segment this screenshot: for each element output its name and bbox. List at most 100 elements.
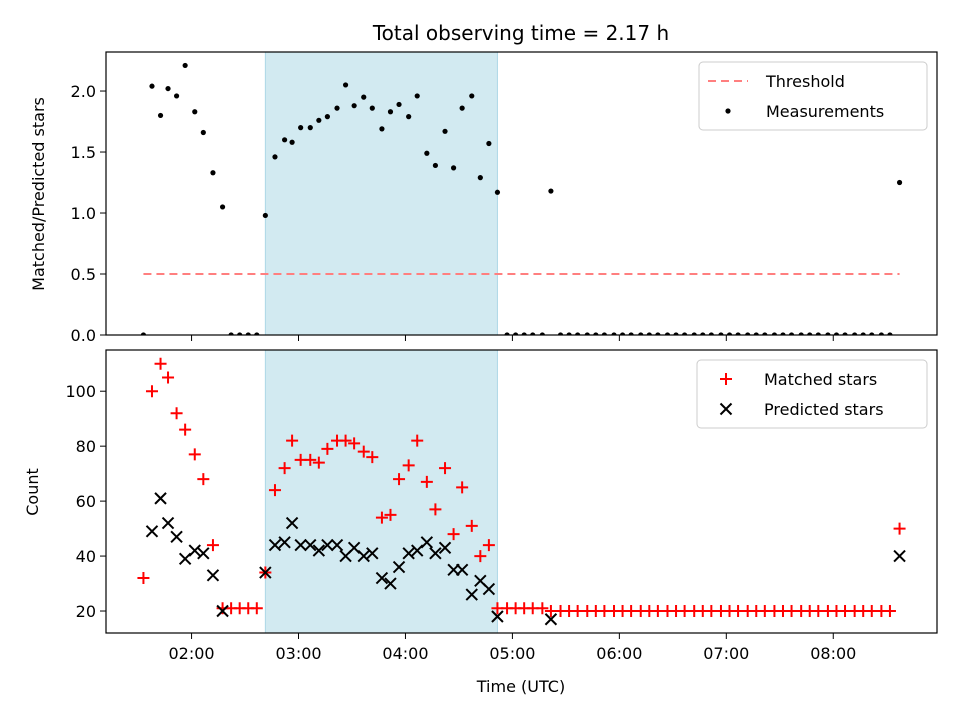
bottom-y-tick-label: 60 [76, 492, 96, 511]
measurement-point [718, 332, 724, 335]
matched-star-point [402, 459, 415, 472]
bottom-axes-frame [105, 349, 938, 634]
predicted-star-point [544, 613, 558, 626]
measurement-point [414, 93, 420, 99]
legend-label: Matched stars [764, 370, 877, 389]
predicted-star-point [268, 538, 282, 552]
measurement-point [486, 140, 492, 147]
x-tick-label: 02:00 [169, 644, 215, 663]
matched-star-point [154, 357, 167, 370]
top-panel: 0.0 0.5 1.0 1.5 2.0 Threshold Measurements [71, 51, 938, 345]
bottom-legend-box [696, 359, 928, 429]
measurement-point [896, 179, 903, 186]
measurement-point [638, 332, 644, 335]
x-tick-label: 08:00 [810, 644, 856, 663]
predicted-star-point [170, 530, 183, 544]
measurement-point [708, 332, 714, 335]
measurement-point [878, 332, 884, 335]
measurement-point [700, 332, 706, 335]
measurement-point [664, 332, 671, 335]
matched-star-point [384, 508, 397, 521]
measurement-point [842, 332, 848, 335]
matched-star-point [420, 475, 433, 488]
measurement-point [182, 62, 188, 69]
predicted-star-point [259, 566, 272, 579]
x-tick-label: 03:00 [275, 644, 321, 663]
measurement-point [869, 332, 875, 335]
matched-star-point [474, 550, 487, 563]
matched-star-point [439, 462, 452, 475]
measurement-point [646, 332, 652, 335]
matched-star-point [447, 528, 460, 541]
measurement-point [619, 332, 626, 335]
x-tick-label: 07:00 [703, 644, 749, 663]
measurement-point [477, 175, 483, 181]
measurement-point [593, 332, 599, 335]
bottom-y-axis-label: Count [23, 468, 42, 516]
measurement-point [539, 332, 545, 335]
predicted-star-point [145, 525, 159, 538]
measurement-point [289, 139, 295, 145]
measurement-point [307, 125, 313, 131]
matched-star-point [321, 442, 334, 455]
predicted-star-point [429, 547, 442, 560]
predicted-star-point [482, 582, 496, 596]
matched-star-point [482, 539, 495, 552]
measurement-point [887, 332, 893, 335]
legend-measurement-swatch [725, 108, 731, 114]
measurement-point [140, 332, 147, 335]
predicted-star-point [384, 577, 397, 590]
matched-star-point [465, 519, 478, 532]
legend-matched-swatch [720, 373, 732, 385]
measurement-point [469, 93, 475, 99]
predicted-star-point [161, 516, 175, 530]
measurement-point [807, 332, 813, 335]
matched-star-point [206, 539, 219, 552]
measurement-point [424, 150, 430, 156]
bottom-y-tick-label: 100 [65, 382, 96, 401]
predicted-star-point [893, 549, 906, 563]
measurement-point [494, 189, 501, 195]
x-tick-label: 04:00 [382, 644, 428, 663]
measurement-point [316, 117, 322, 123]
x-tick-label: 06:00 [596, 644, 642, 663]
measurement-point [459, 105, 465, 111]
measurement-point [788, 332, 795, 335]
measurement-point [557, 332, 564, 335]
measurement-point [798, 332, 804, 335]
measurement-point [780, 332, 786, 335]
measurement-point [442, 128, 448, 134]
matched-star-point [250, 602, 263, 615]
top-axes-frame [105, 51, 938, 336]
legend-predicted-swatch [719, 402, 733, 416]
measurement-point [548, 188, 554, 194]
legend-label: Threshold [765, 72, 845, 91]
measurement-point [762, 332, 768, 335]
measurement-point [504, 332, 510, 335]
predicted-star-point [392, 560, 406, 574]
measurement-point [245, 332, 251, 335]
matched-star-point [393, 473, 406, 486]
predicted-star-point [465, 588, 478, 601]
predicted-star-point [375, 571, 389, 585]
bottom-y-tick-label: 20 [76, 602, 96, 621]
measurement-point [745, 332, 751, 335]
measurement-point [387, 109, 394, 115]
measurement-point [575, 332, 581, 335]
predicted-star-point [438, 541, 452, 555]
predicted-star-point [285, 516, 299, 530]
measurement-point [351, 103, 357, 109]
predicted-star-point [491, 610, 504, 623]
measurement-point [324, 114, 330, 120]
bottom-y-tick-label: 80 [76, 437, 96, 456]
measurement-point [298, 125, 304, 131]
predicted-star-point [206, 569, 220, 582]
measurement-point [254, 332, 260, 335]
measurement-point [450, 165, 457, 171]
legend-label: Measurements [766, 102, 884, 121]
measurement-point [369, 105, 375, 111]
x-tick-label: 05:00 [489, 644, 535, 663]
predicted-star-point [216, 604, 229, 618]
matched-star-point [188, 448, 201, 461]
predicted-star-point [455, 563, 469, 577]
